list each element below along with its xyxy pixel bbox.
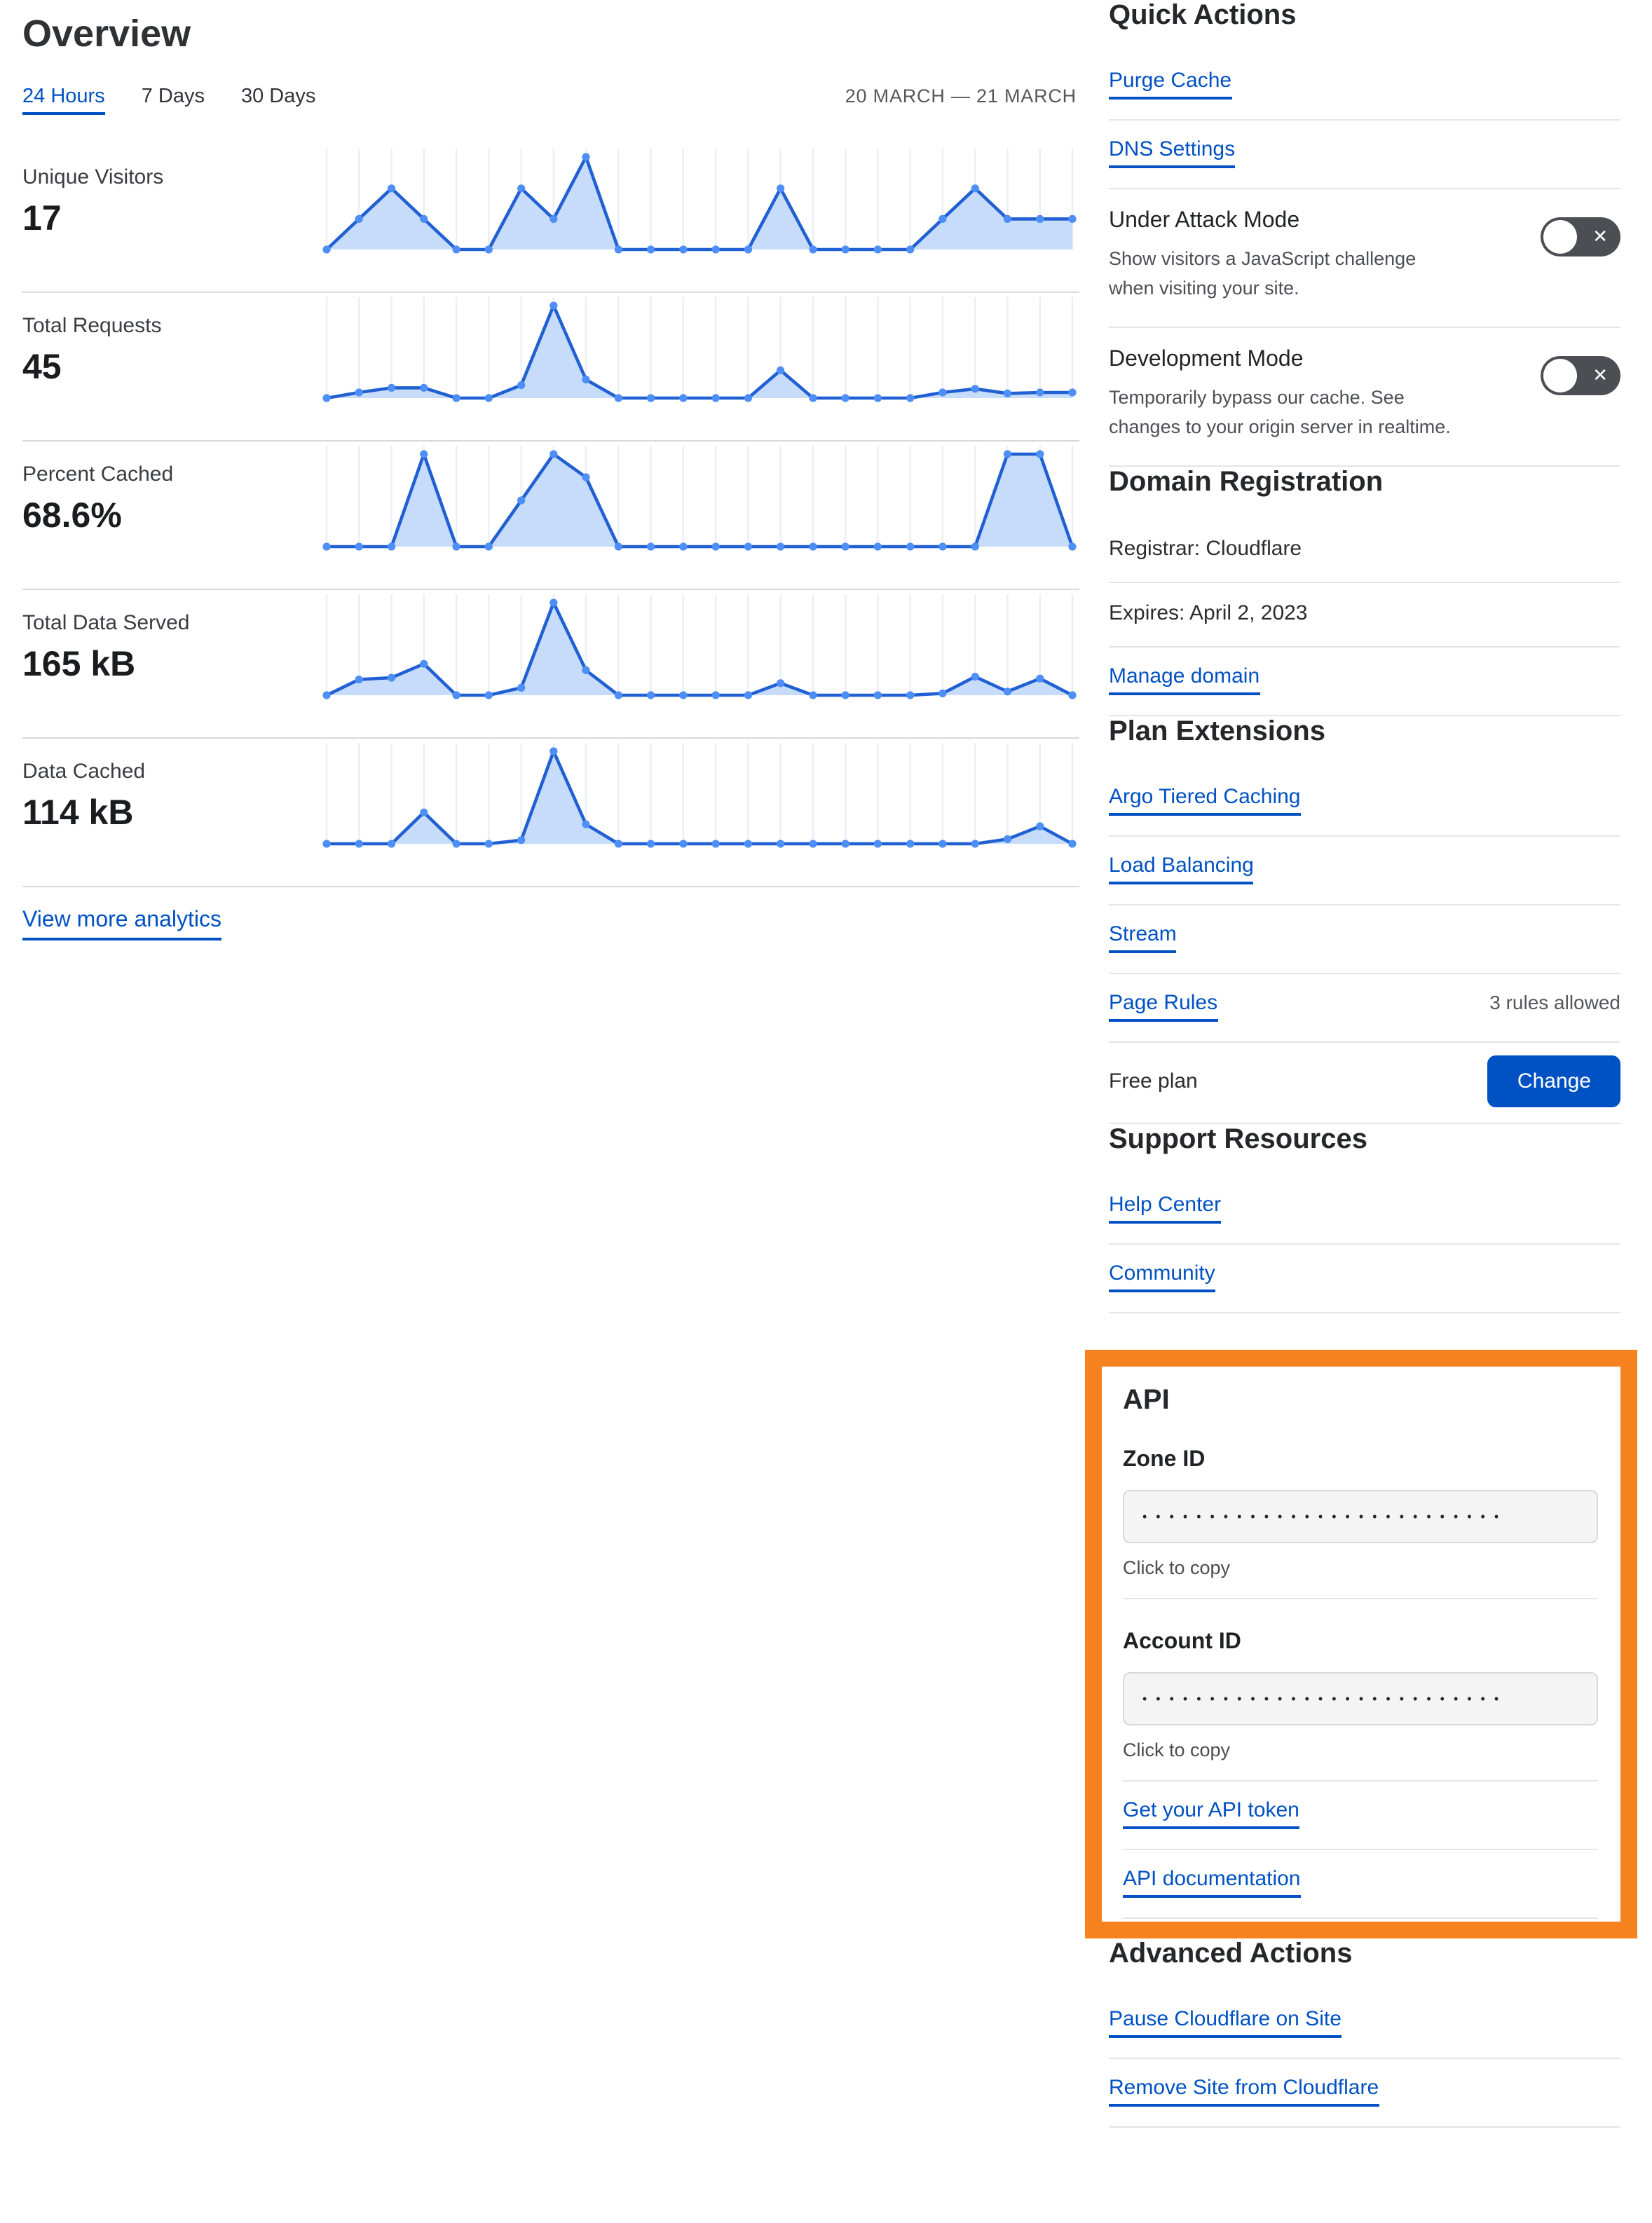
plan-extensions-heading: Plan Extensions [1109,716,1325,747]
stat-label: Total Requests [22,314,162,338]
analytics-column: Overview 24 Hours 7 Days 30 Days 20 MARC… [22,0,1079,940]
get-api-token-link[interactable]: Get your API token [1123,1798,1299,1829]
pause-cloudflare-link[interactable]: Pause Cloudflare on Site [1109,2006,1342,2038]
remove-site-row: Remove Site from Cloudflare [1109,2058,1620,2128]
stat-value: 165 kB [22,645,136,684]
zone-id-copy-hint: Click to copy [1123,1557,1231,1578]
api-docs-row: API documentation [1123,1849,1598,1919]
pause-cloudflare-row: Pause Cloudflare on Site [1109,1990,1620,2059]
page-rules-row: Page Rules 3 rules allowed [1109,973,1620,1043]
stat-value: 17 [22,199,62,238]
expires-row: Expires: April 2, 2023 [1109,582,1620,648]
page-rules-allowance: 3 rules allowed [1489,990,1620,1013]
stream-row: Stream [1109,905,1620,974]
date-range-label: 20 MARCH — 21 MARCH [845,86,1077,107]
stat-row-data-cached: Data Cached 114 kB [22,739,1079,887]
api-heading: API [1123,1384,1170,1416]
stat-label: Percent Cached [22,463,174,486]
divider [1123,1597,1598,1599]
toggle-x-icon: ✕ [1592,364,1608,385]
development-mode-row: Development Mode Temporarily bypass our … [1109,328,1620,467]
development-mode-description: Temporarily bypass our cache. See change… [1109,386,1451,437]
under-attack-mode-toggle[interactable]: ✕ [1541,217,1620,256]
community-row: Community [1109,1244,1620,1313]
dns-settings-link[interactable]: DNS Settings [1109,137,1236,168]
toggle-knob [1543,358,1577,392]
stat-label: Unique Visitors [22,165,164,189]
purge-cache-row: Purge Cache [1109,52,1620,121]
sparkline-total-data-served [320,590,1079,737]
plan-label: Free plan [1109,1069,1198,1093]
sparkline-total-requests [320,293,1079,440]
manage-domain-row: Manage domain [1109,647,1620,716]
development-mode-title: Development Mode [1109,347,1304,371]
support-resources-heading: Support Resources [1109,1123,1367,1155]
registrar-row: Registrar: Cloudflare [1109,518,1620,583]
page-title: Overview [22,13,191,55]
stat-label: Total Data Served [22,611,190,635]
plan-row: Free plan Change [1109,1042,1620,1124]
advanced-actions-heading: Advanced Actions [1109,1938,1353,1969]
side-panel: Quick Actions Purge Cache DNS Settings U… [1085,0,1637,2128]
tab-24-hours[interactable]: 24 Hours [22,86,105,115]
stat-value: 114 kB [22,793,134,833]
toggle-x-icon: ✕ [1592,226,1608,247]
account-id-copy-hint: Click to copy [1123,1739,1231,1760]
stat-row-percent-cached: Percent Cached 68.6% [22,442,1079,590]
stat-value: 45 [22,348,62,387]
toggle-knob [1543,220,1577,254]
manage-domain-link[interactable]: Manage domain [1109,664,1260,695]
stat-row-total-requests: Total Requests 45 [22,293,1079,442]
remove-site-link[interactable]: Remove Site from Cloudflare [1109,2075,1379,2107]
account-id-value-field[interactable]: ••••••••••••••••••••••••••• [1123,1671,1598,1725]
stat-label: Data Cached [22,760,146,784]
change-plan-button[interactable]: Change [1487,1055,1620,1107]
divider [1123,1779,1598,1781]
argo-tiered-caching-link[interactable]: Argo Tiered Caching [1109,784,1301,816]
stat-value: 68.6% [22,496,122,535]
api-token-row: Get your API token [1123,1781,1598,1850]
tab-30-days[interactable]: 30 Days [240,86,316,108]
sparkline-percent-cached [320,442,1079,589]
zone-id-label: Zone ID [1123,1447,1206,1472]
help-center-link[interactable]: Help Center [1109,1192,1222,1224]
community-link[interactable]: Community [1109,1261,1215,1292]
tab-7-days[interactable]: 7 Days [141,86,205,108]
dns-settings-row: DNS Settings [1109,121,1620,189]
time-range-tabs: 24 Hours 7 Days 30 Days 20 MARCH — 21 MA… [22,86,1079,115]
under-attack-mode-title: Under Attack Mode [1109,209,1300,233]
account-id-masked-value: ••••••••••••••••••••••••••• [1142,1691,1508,1706]
under-attack-mode-row: Under Attack Mode Show visitors a JavaSc… [1109,189,1620,328]
api-documentation-link[interactable]: API documentation [1123,1866,1301,1898]
stats-list: Unique Visitors 17 Total Requests 45 Per… [22,144,1079,887]
sparkline-data-cached [320,739,1079,886]
zone-id-value-field[interactable]: ••••••••••••••••••••••••••• [1123,1489,1598,1543]
account-id-label: Account ID [1123,1629,1241,1654]
sparkline-unique-visitors [320,144,1079,292]
stat-row-unique-visitors: Unique Visitors 17 [22,144,1079,293]
zone-id-masked-value: ••••••••••••••••••••••••••• [1142,1509,1508,1524]
load-balancing-link[interactable]: Load Balancing [1109,853,1254,884]
development-mode-toggle[interactable]: ✕ [1541,355,1620,395]
purge-cache-link[interactable]: Purge Cache [1109,69,1232,100]
load-balancing-row: Load Balancing [1109,836,1620,905]
argo-tiered-caching-row: Argo Tiered Caching [1109,767,1620,837]
stream-link[interactable]: Stream [1109,922,1177,953]
stat-row-total-data-served: Total Data Served 165 kB [22,590,1079,739]
under-attack-mode-description: Show visitors a JavaScript challenge whe… [1109,248,1417,299]
help-center-row: Help Center [1109,1175,1620,1245]
domain-registration-heading: Domain Registration [1109,466,1384,498]
page-rules-link[interactable]: Page Rules [1109,990,1218,1022]
api-section-highlight-box: API Zone ID ••••••••••••••••••••••••••• … [1085,1349,1637,1938]
view-more-analytics-link[interactable]: View more analytics [22,908,221,940]
quick-actions-heading: Quick Actions [1109,0,1297,31]
